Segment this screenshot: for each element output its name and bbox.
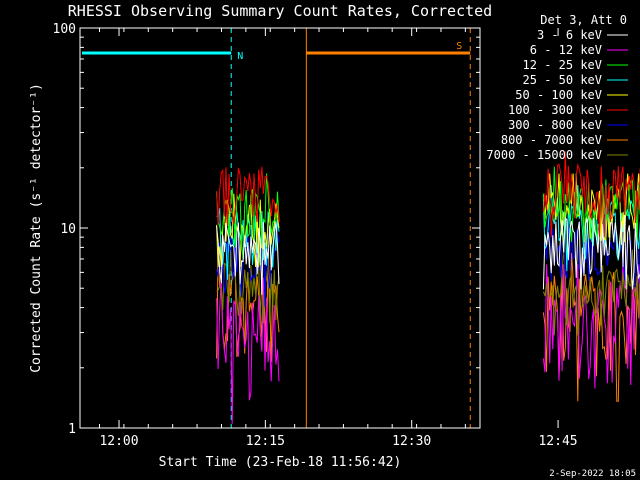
legend-header: Det 3, Att 0 (540, 13, 627, 27)
plot-area: NS (79, 28, 640, 428)
legend-label-0: 3 - 6 keV (537, 28, 602, 42)
series-trace-0-0 (216, 221, 280, 295)
series-trace-8-1 (542, 249, 640, 336)
legend-label-3: 25 - 50 keV (523, 73, 602, 87)
series-trace-5-1 (542, 151, 640, 238)
series-trace-3-0 (216, 208, 280, 280)
legend-label-4: 50 - 100 keV (515, 88, 602, 102)
legend-label-2: 12 - 25 keV (523, 58, 602, 72)
x-axis-label: Start Time (23-Feb-18 11:56:42) (159, 455, 402, 470)
series-trace-6-1 (543, 214, 640, 287)
y-tick-label-2: 100 (53, 22, 76, 37)
series-trace-4-1 (542, 173, 640, 245)
x-tick-label-2: 12:30 (392, 434, 431, 449)
chart-title: RHESSI Observing Summary Count Rates, Co… (68, 2, 492, 20)
legend-label-6: 300 - 800 keV (508, 118, 602, 132)
y-axis-label: Corrected Count Rate (s⁻¹ detector⁻¹) (29, 83, 44, 373)
legend-label-8: 7000 - 15000 keV (486, 148, 602, 162)
y-tick-label-0: 1 (68, 422, 76, 437)
x-tick-label-0: 12:00 (99, 434, 138, 449)
y-axis: 1 10 100 (53, 22, 480, 437)
series-trace-5-0 (216, 166, 280, 227)
series-trace-7-1 (542, 252, 640, 402)
x-tick-label-3: 12:45 (538, 434, 577, 449)
footer-timestamp: 2-Sep-2022 18:05 (549, 469, 636, 479)
flag-label-S: S (456, 41, 462, 52)
flag-label-N: N (237, 51, 243, 62)
legend-label-5: 100 - 300 keV (508, 103, 602, 117)
plot-frame (79, 27, 481, 429)
x-tick-label-1: 12:15 (246, 434, 285, 449)
series-trace-1-1 (542, 264, 640, 389)
legend-label-7: 800 - 7000 keV (501, 133, 602, 147)
series-trace-1-0 (216, 277, 280, 424)
legend-label-1: 6 - 12 keV (530, 43, 602, 57)
y-tick-label-1: 10 (60, 222, 76, 237)
